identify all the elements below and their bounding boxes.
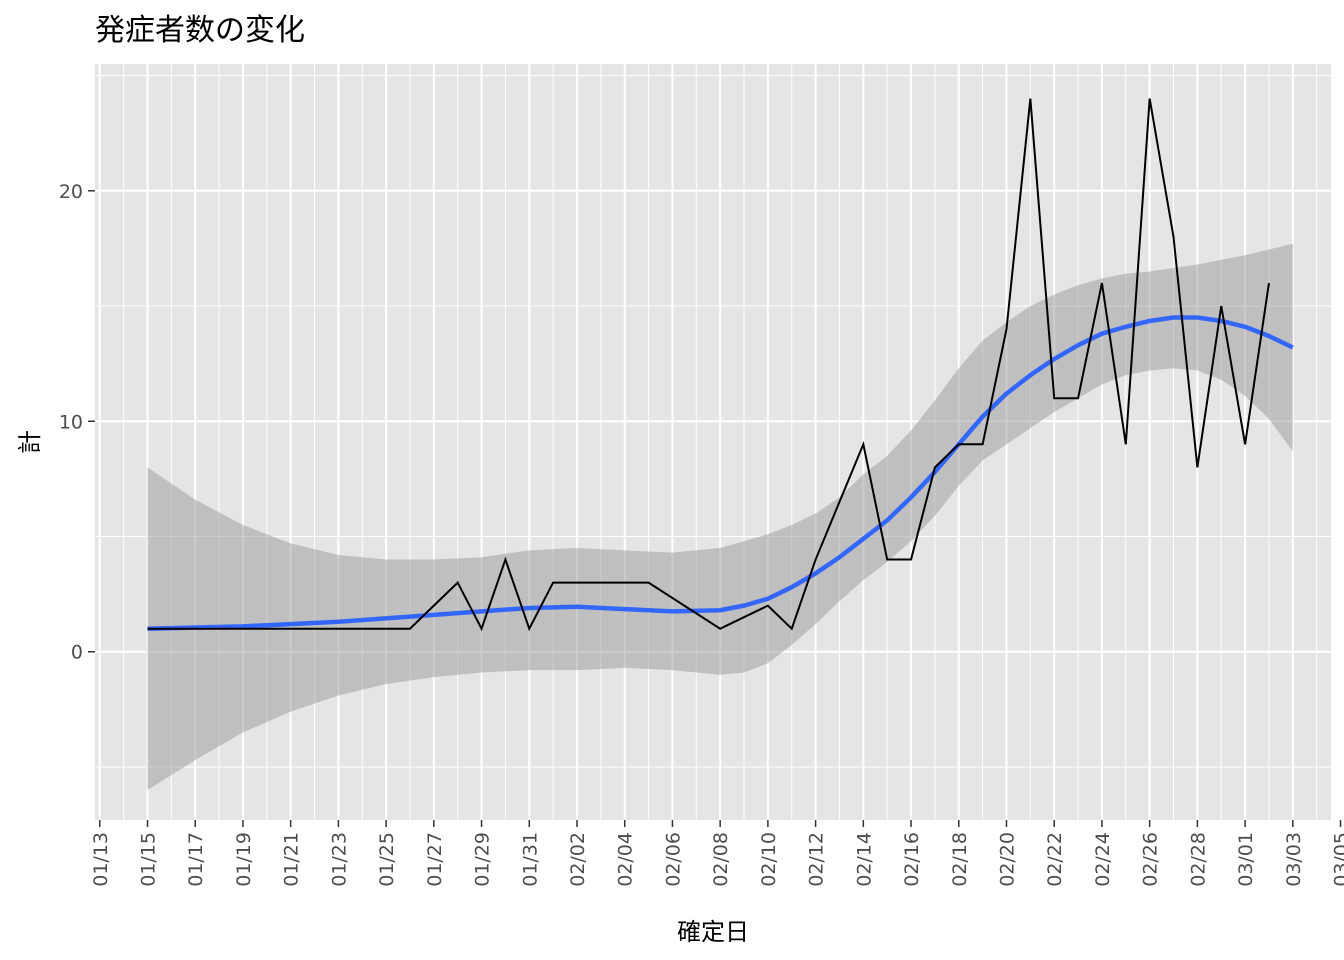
confidence-band [147,243,1293,791]
x-tick-label: 02/18 [949,832,971,887]
y-tick-label: 20 [59,181,83,203]
smooth-line [147,315,1294,631]
y-axis-label: 計 [16,430,44,454]
x-tick-label: 02/22 [1044,832,1066,887]
x-tick-label: 01/25 [376,832,398,887]
x-tick-label: 02/10 [758,832,780,887]
series-line [147,98,1270,632]
x-tick-label: 02/20 [996,832,1018,887]
x-tick-label: 01/23 [328,832,350,887]
x-tick-label: 01/29 [472,832,494,887]
x-tick-label: 01/31 [519,832,541,887]
smooth-fit-line [147,315,1294,631]
x-tick-label: 02/14 [853,832,875,887]
x-axis-label: 確定日 [677,918,749,946]
x-tick-label: 02/28 [1187,832,1209,887]
x-tick-label: 02/26 [1140,832,1162,887]
x-tick-label: 01/27 [424,832,446,887]
x-tick-label: 01/21 [281,832,303,887]
x-tick-label: 02/04 [615,832,637,887]
x-tick-label: 01/15 [137,832,159,887]
data-series [147,98,1270,632]
y-axis: 0 10 20 [59,181,95,664]
confidence-band-area [147,243,1293,791]
x-tick-label: 03/03 [1283,832,1305,887]
x-tick-label: 02/16 [901,832,923,887]
x-tick-label: 03/05 [1331,832,1344,887]
x-tick-label: 02/12 [806,832,828,887]
x-tick-label: 02/24 [1092,832,1114,887]
x-axis: 01/13 01/15 01/17 01/19 01/21 01/23 01/25 01/27… [90,820,1344,887]
y-tick-label: 0 [71,642,83,664]
x-tick-label: 01/17 [185,832,207,887]
y-tick-label: 10 [59,411,83,433]
chart-title: 発症者数の変化 [95,13,305,48]
x-tick-label: 02/06 [662,832,684,887]
x-tick-label: 01/19 [233,832,255,887]
x-tick-label: 02/08 [710,832,732,887]
x-tick-label: 03/01 [1235,832,1257,887]
x-tick-label: 02/02 [567,832,589,887]
x-tick-label: 01/13 [90,832,112,887]
